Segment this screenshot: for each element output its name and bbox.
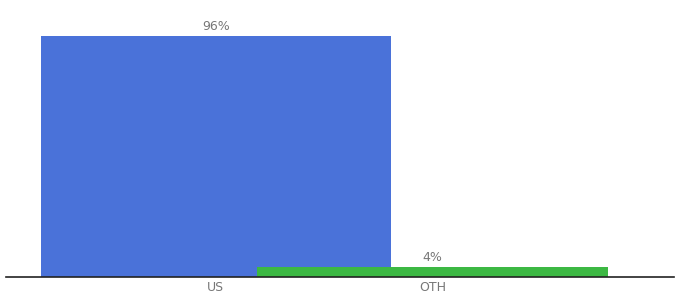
Text: 4%: 4% bbox=[422, 251, 442, 264]
Bar bbox=[41, 36, 391, 277]
Bar bbox=[257, 266, 607, 277]
Text: 96%: 96% bbox=[202, 20, 230, 33]
